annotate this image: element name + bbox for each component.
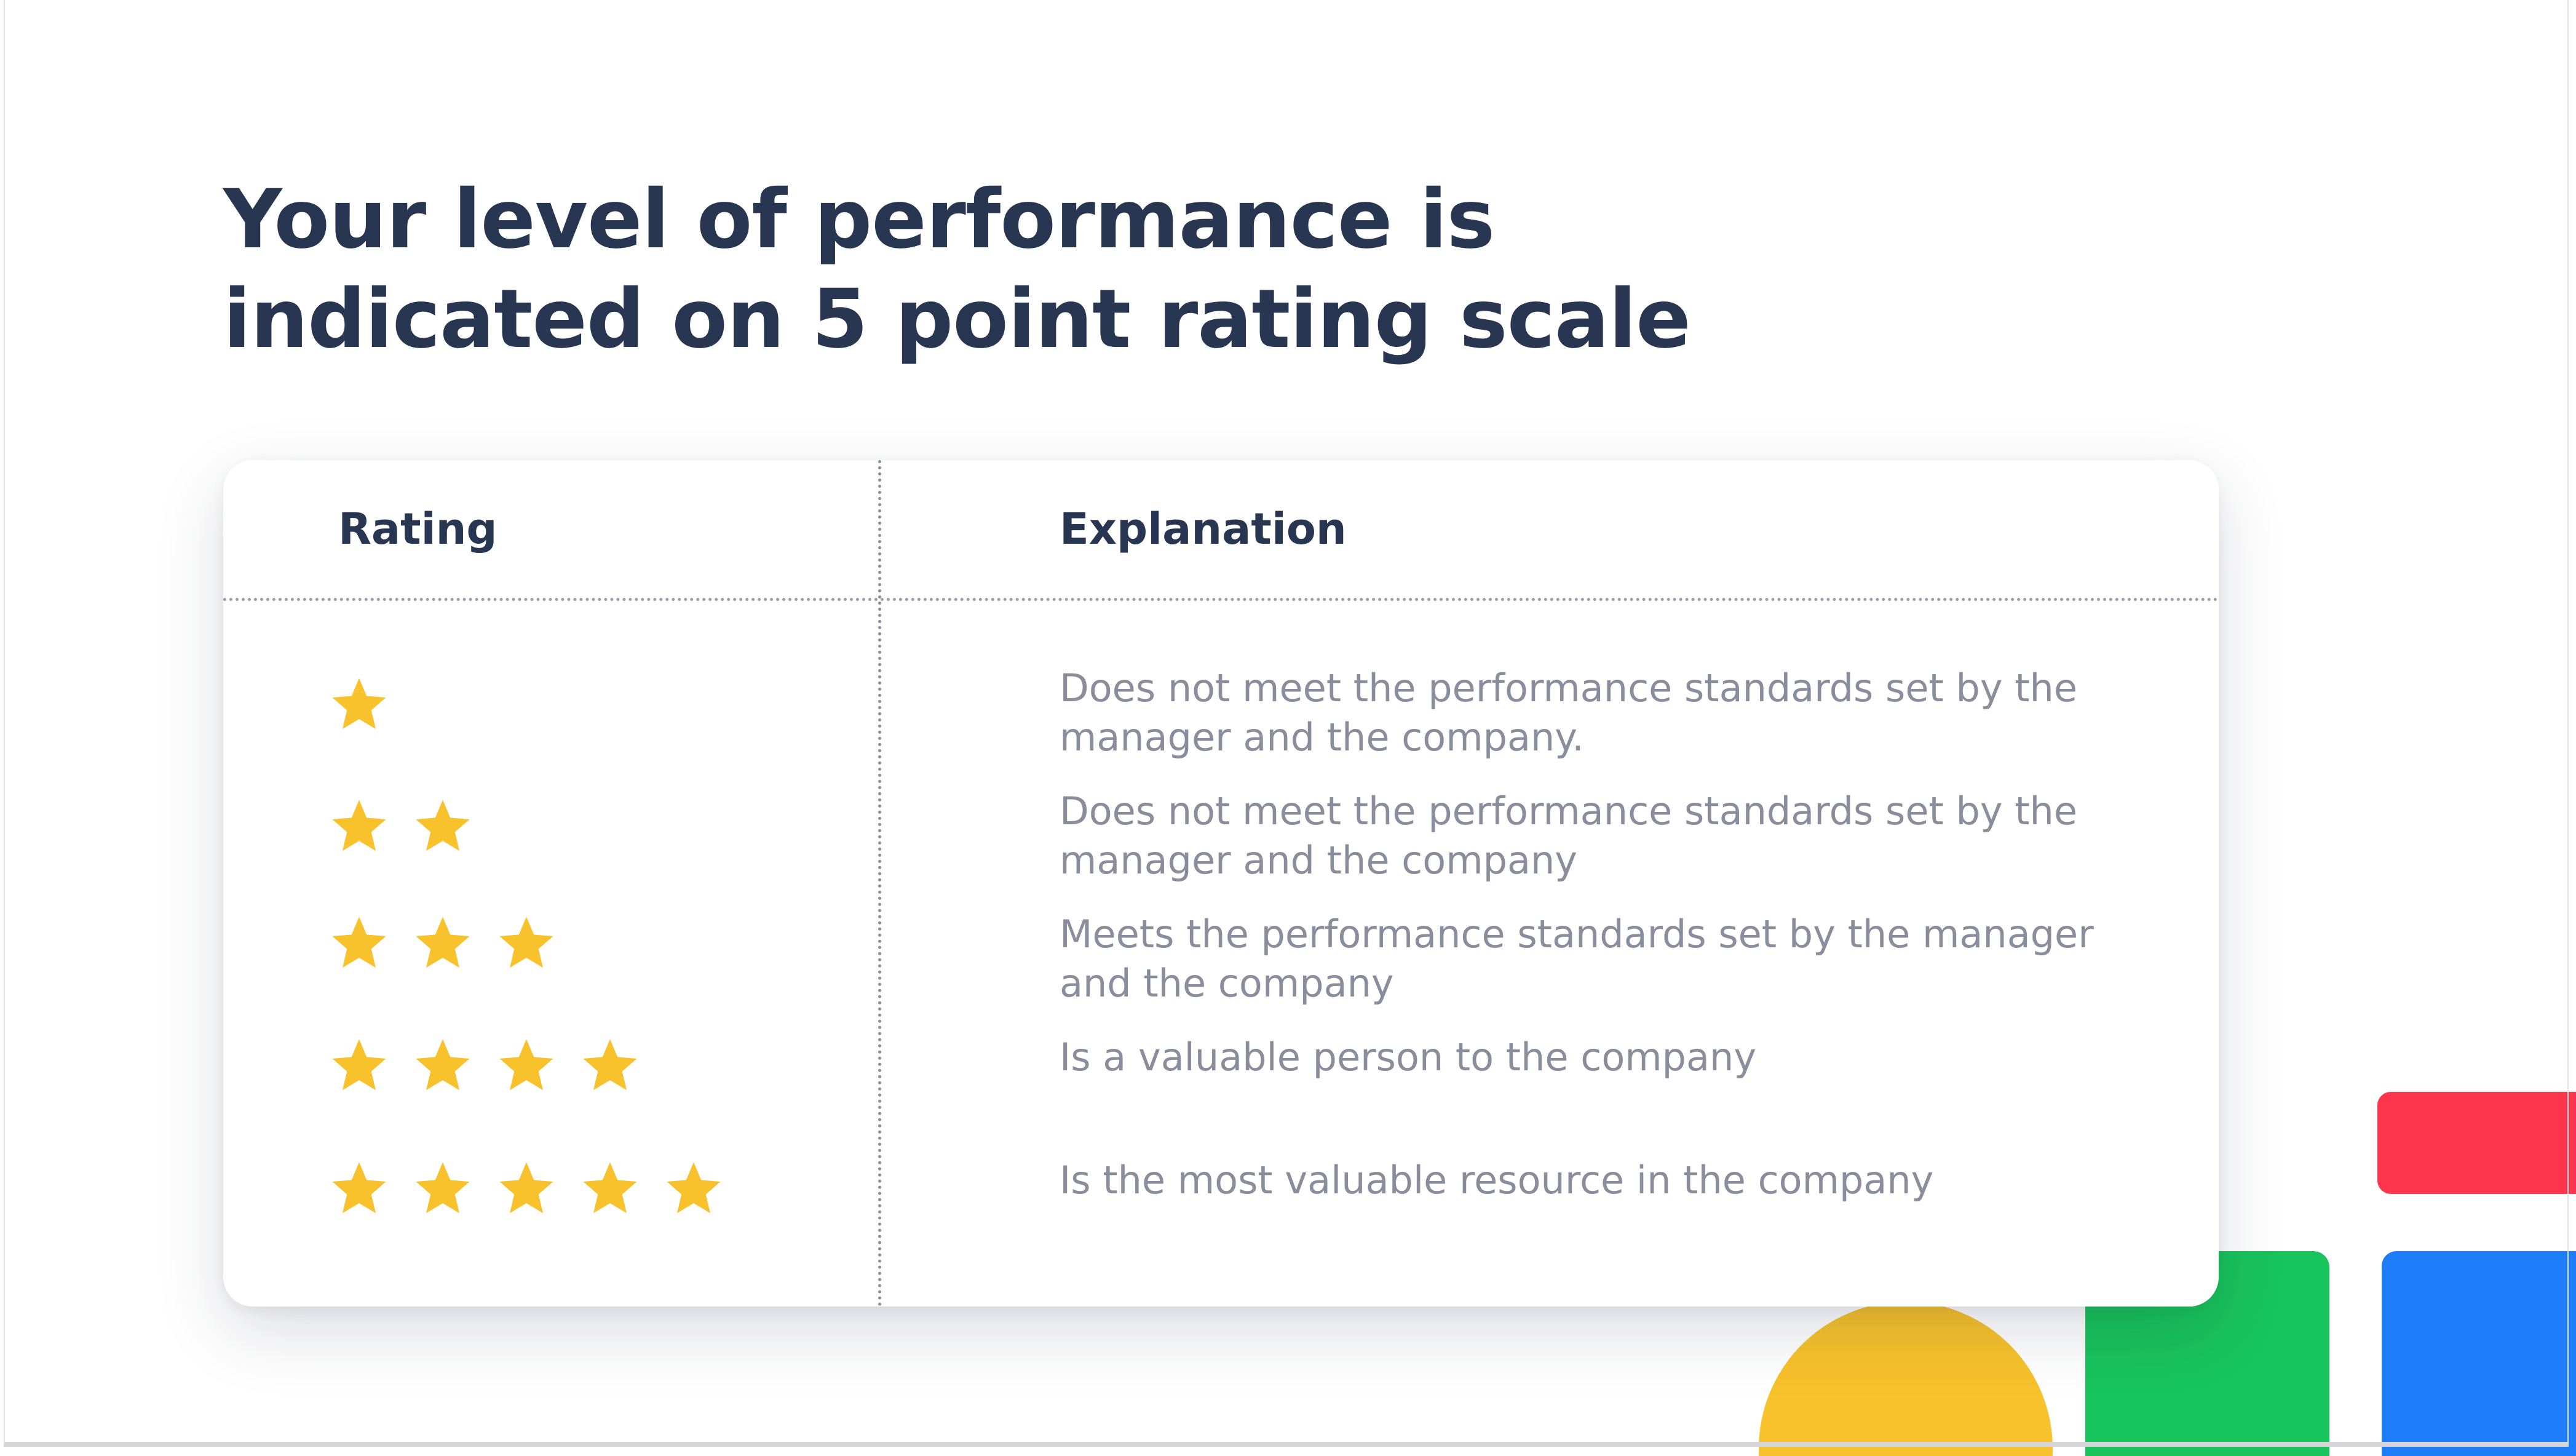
rating-stars-row-2 [330, 786, 497, 865]
star-icon [413, 1035, 497, 1094]
rating-stars-row-3 [330, 902, 581, 982]
star-icon [330, 674, 413, 733]
column-divider [878, 460, 881, 1307]
star-icon [581, 1158, 664, 1217]
star-icon [664, 1158, 748, 1217]
star-icon [413, 1158, 497, 1217]
decorative-red-block [2377, 1092, 2576, 1194]
slide-title-line-1: Your level of performance is [223, 172, 1495, 267]
slide-title-line-2: indicated on 5 point rating scale [223, 272, 1691, 367]
header-divider [223, 598, 2219, 601]
rating-stars-row-1 [330, 664, 413, 744]
decorative-yellow-circle [1759, 1302, 2053, 1456]
star-icon [581, 1035, 664, 1094]
explanation-row-5: Is the most valuable resource in the com… [1060, 1158, 1934, 1203]
explanation-row-3: Meets the performance standards set by t… [1060, 912, 2094, 1006]
rating-column-header: Rating [338, 504, 497, 554]
star-icon [497, 1035, 581, 1094]
star-icon [413, 913, 497, 972]
star-icon [497, 913, 581, 972]
star-icon [413, 796, 497, 855]
star-icon [330, 1158, 413, 1217]
star-icon [330, 1035, 413, 1094]
star-icon [330, 796, 413, 855]
star-icon [330, 913, 413, 972]
explanation-column-header: Explanation [1060, 504, 1347, 554]
explanation-row-4: Is a valuable person to the company [1060, 1035, 1757, 1080]
rating-table-card: Rating Explanation Does not meet the per… [223, 460, 2219, 1307]
rating-stars-row-5 [330, 1148, 748, 1228]
explanation-row-2: Does not meet the performance standards … [1060, 789, 2077, 883]
explanation-row-1: Does not meet the performance standards … [1060, 666, 2077, 760]
star-icon [497, 1158, 581, 1217]
slide-title: Your level of performance is indicated o… [223, 170, 1822, 369]
decorative-blue-block [2382, 1251, 2576, 1456]
rating-stars-row-4 [330, 1025, 664, 1105]
